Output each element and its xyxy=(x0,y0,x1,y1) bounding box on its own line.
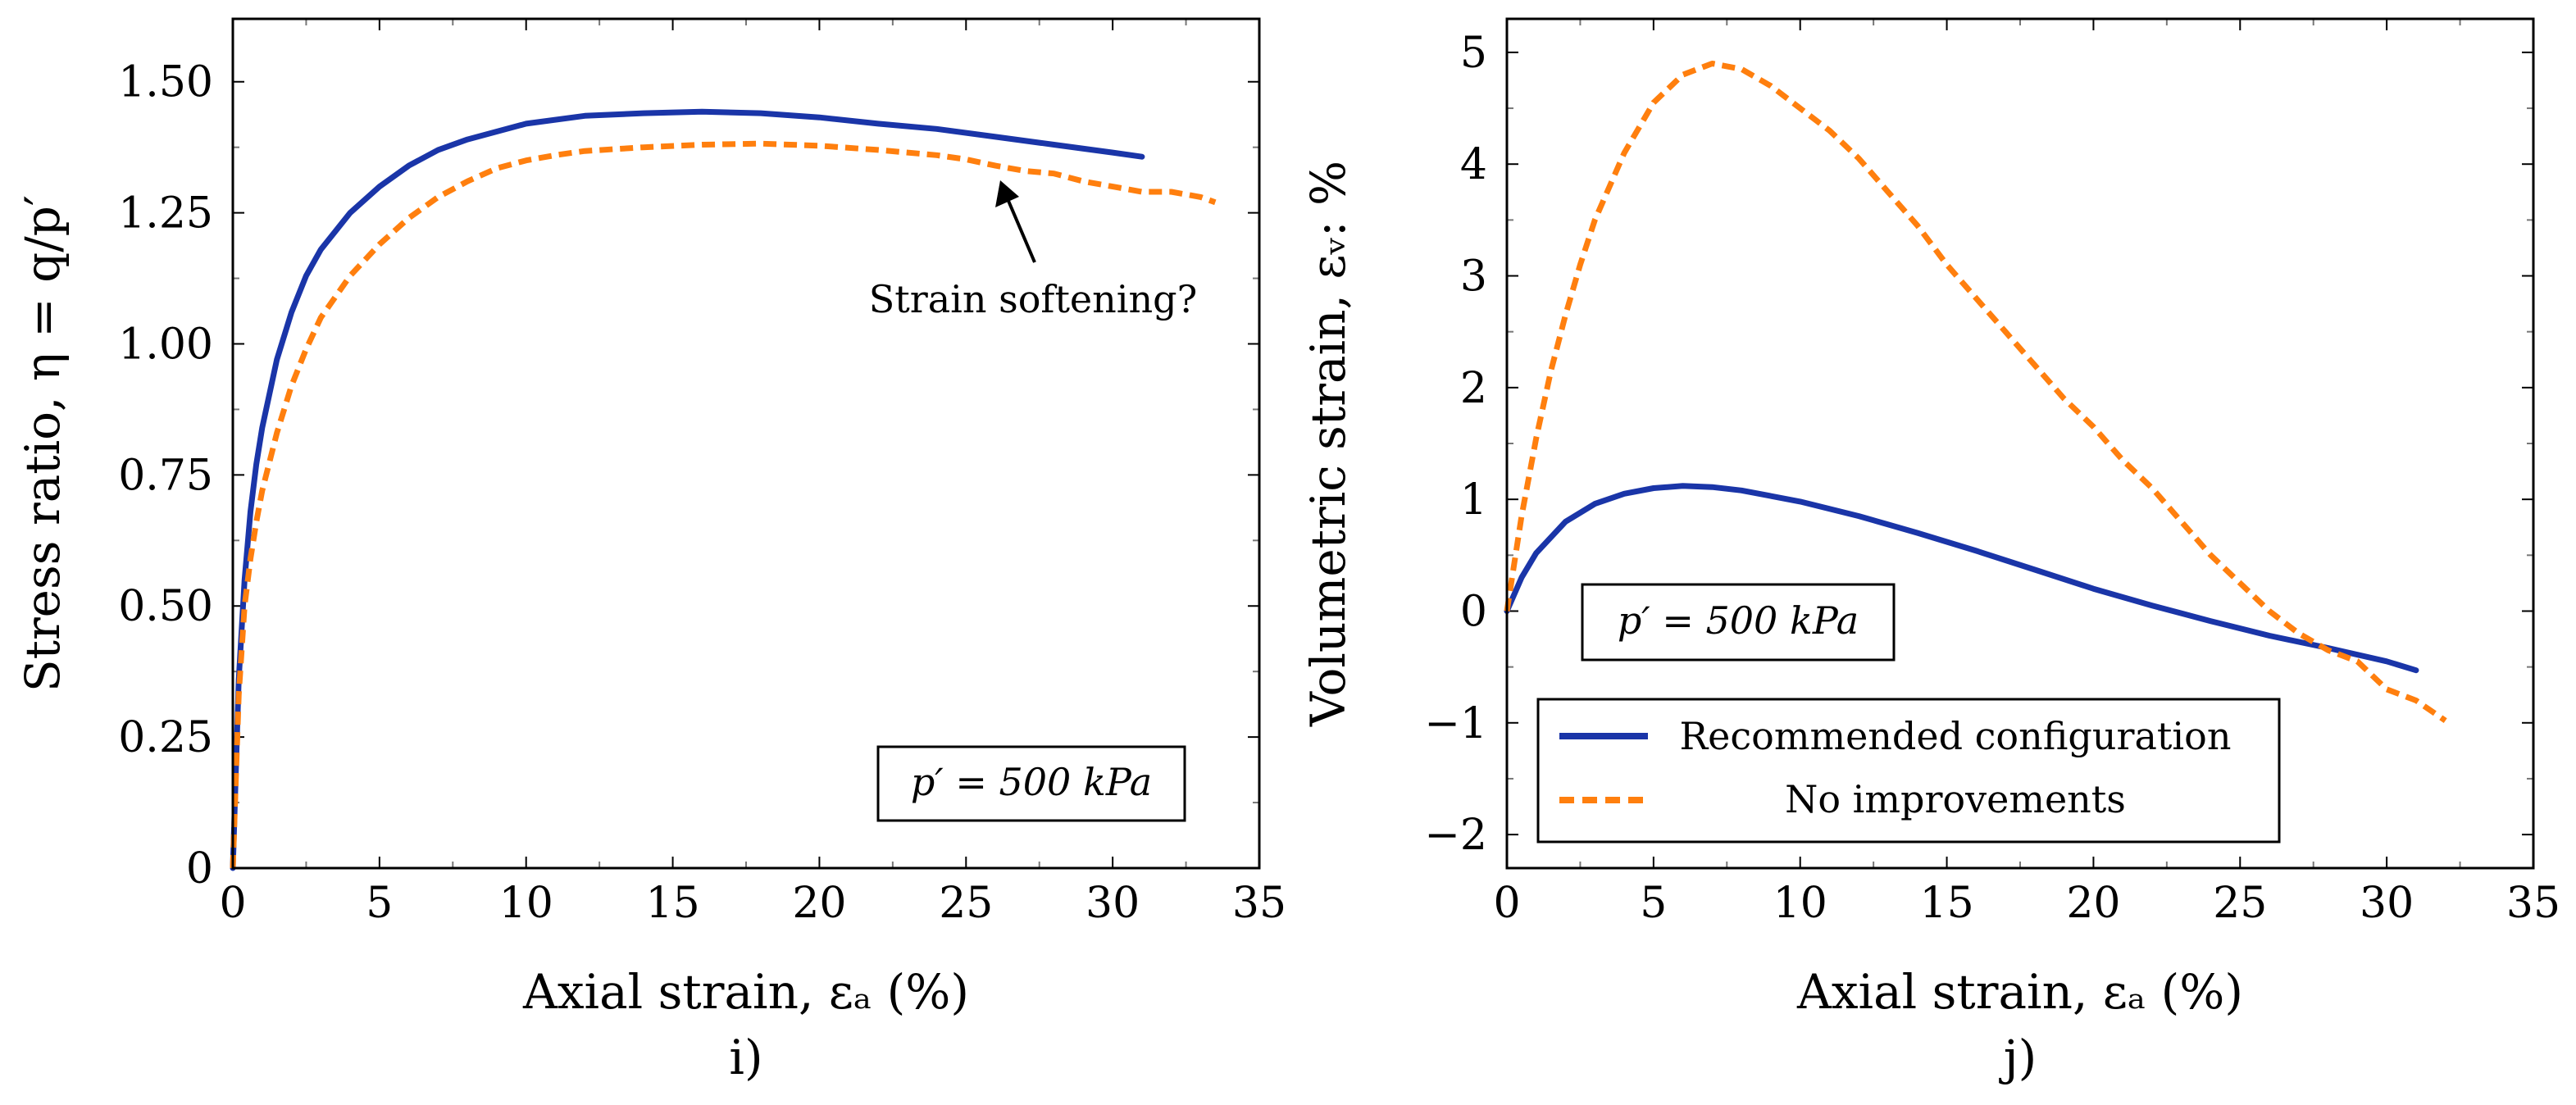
y-tick-label: 0.75 xyxy=(118,451,213,500)
pressure-box-label: p′ = 500 kPa xyxy=(911,760,1152,804)
y-tick-label: 0.50 xyxy=(118,582,213,631)
y-tick-label: 5 xyxy=(1460,29,1487,78)
panel-label: i) xyxy=(729,1030,762,1085)
legend-label-recommended: Recommended configuration xyxy=(1680,714,2232,758)
strain-softening-annotation: Strain softening? xyxy=(869,180,1197,321)
tick-labels: 0 5 10 15 20 25 30 35 −2 −1 0 1 2 3 4 5 xyxy=(1424,29,2560,928)
series-line-no-improvements xyxy=(230,140,1217,869)
y-tick-label: 1.00 xyxy=(118,320,213,369)
plot-frame xyxy=(1505,17,2535,870)
x-tick-label: 35 xyxy=(1232,879,1286,928)
x-tick-label: 20 xyxy=(2066,879,2120,928)
series-line-recommended-configuration xyxy=(1504,483,2419,674)
x-tick-label: 10 xyxy=(1773,879,1827,928)
annotation-arrow-shaft xyxy=(1007,200,1036,263)
panel-i-stress-ratio: 0 5 10 15 20 25 30 3500.250.500.751.001.251.50 … xyxy=(15,17,1286,1085)
y-tick-label: 0 xyxy=(186,844,213,894)
tick-labels: 0 5 10 15 20 25 30 35 0 0.25 0.50 0.75 1.00 1.25 1.50 xyxy=(118,58,1286,928)
y-tick-label: 3 xyxy=(1460,252,1487,302)
annotation-label: Strain softening? xyxy=(869,277,1197,321)
x-axis-title: Axial strain, εₐ (%) xyxy=(522,964,969,1020)
legend-label-no-improvements: No improvements xyxy=(1785,777,2126,821)
plot-series xyxy=(230,108,1217,871)
y-tick-label: 0.25 xyxy=(118,713,213,762)
series-line-recommended-configuration xyxy=(230,108,1145,871)
plot-series xyxy=(1504,61,2447,723)
pressure-box xyxy=(876,745,1186,822)
series-line-no-improvements xyxy=(1504,61,2447,723)
panel-label: j) xyxy=(1999,1030,2037,1085)
y-tick-label: 0 xyxy=(1460,587,1487,636)
y-tick-label: 2 xyxy=(1460,364,1487,413)
y-tick-label: −2 xyxy=(1424,811,1487,860)
y-axis-title: Volumetric strain, εᵥ: % xyxy=(1300,161,1356,727)
x-tick-label: 5 xyxy=(366,879,393,928)
y-tick-label: 1 xyxy=(1460,475,1487,525)
panel-j-volumetric-strain: 0 5 10 15 20 25 30 35 −2 −1 0 1 2 3 4 5 Volumetric stra… xyxy=(1300,17,2560,1085)
x-tick-label: 15 xyxy=(1919,879,1973,928)
x-tick-label: 10 xyxy=(499,879,553,928)
x-tick-label: 20 xyxy=(792,879,846,928)
pressure-box-label: p′ = 500 kPa xyxy=(1618,598,1859,643)
y-tick-label: 1.50 xyxy=(118,58,213,107)
y-axis-title: Stress ratio, η = q/p′ xyxy=(15,195,71,692)
plot-frame xyxy=(231,17,1261,870)
y-tick-label: 4 xyxy=(1460,140,1487,189)
x-tick-label: 35 xyxy=(2506,879,2560,928)
x-tick-label: 0 xyxy=(219,879,246,928)
annotation-arrowhead xyxy=(995,180,1019,207)
legend: Recommended configuration No improvement… xyxy=(1536,698,2281,844)
y-tick-label: −1 xyxy=(1424,699,1487,748)
x-tick-label: 5 xyxy=(1640,879,1667,928)
x-tick-label: 15 xyxy=(645,879,699,928)
x-tick-label: 30 xyxy=(1085,879,1140,928)
x-tick-label: 0 xyxy=(1493,879,1520,928)
x-tick-label: 25 xyxy=(939,879,993,928)
x-tick-label: 30 xyxy=(2360,879,2414,928)
x-axis-title: Axial strain, εₐ (%) xyxy=(1796,964,2243,1020)
y-tick-label: 1.25 xyxy=(118,189,213,239)
x-tick-label: 25 xyxy=(2213,879,2267,928)
legend-frame xyxy=(1536,698,2281,844)
pressure-box xyxy=(1581,583,1896,662)
